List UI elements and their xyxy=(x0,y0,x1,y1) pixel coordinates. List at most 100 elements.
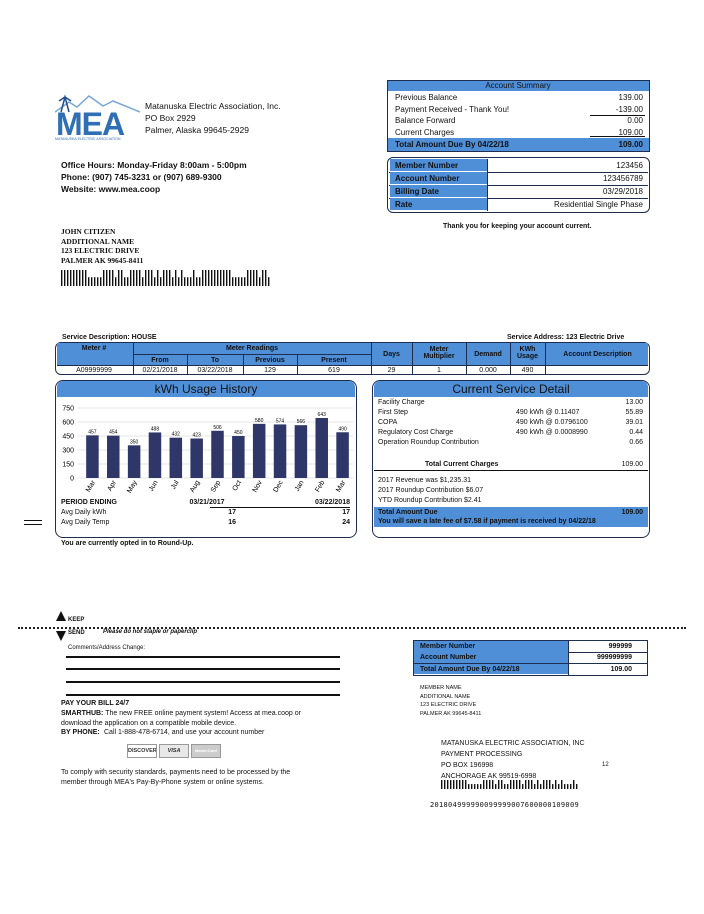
remit-address: PAYMENT PROCESSING xyxy=(441,751,523,758)
remit-address: PO BOX 196998 xyxy=(441,762,494,769)
service-table xyxy=(55,342,650,375)
barcode-bar xyxy=(220,270,222,286)
summary-value: -139.00 xyxy=(615,104,643,114)
barcode-bar xyxy=(262,270,264,286)
barcode-bar xyxy=(127,277,129,286)
bar-label: 580 xyxy=(255,418,264,424)
bar xyxy=(315,417,328,478)
info-value: 03/29/2018 xyxy=(602,186,643,196)
row-rule xyxy=(389,171,648,173)
col-rule xyxy=(568,641,569,675)
barcode-bar xyxy=(483,780,485,789)
barcode-bar xyxy=(190,277,192,286)
office-info: Website: www.mea.coop xyxy=(61,184,161,194)
charge-label: Operation Roundup Contribution xyxy=(378,439,479,446)
barcode-bar xyxy=(564,784,566,789)
note: 2017 Revenue was $1,235.31 xyxy=(378,477,472,484)
col-rule xyxy=(545,343,546,374)
bar xyxy=(336,432,349,478)
barcode-bar xyxy=(232,277,234,286)
summary-value: 139.00 xyxy=(618,93,643,102)
info-value: Residential Single Phase xyxy=(554,199,643,209)
account-summary-box xyxy=(387,80,650,152)
card-logo: MasterCard xyxy=(191,744,221,758)
barcode-bar xyxy=(561,780,563,789)
barcode-bar xyxy=(543,780,545,789)
bar-label: 457 xyxy=(88,429,97,435)
barcode-bar xyxy=(465,780,467,789)
charge-amount: 39.01 xyxy=(625,419,643,426)
barcode-bar xyxy=(456,780,458,789)
compare-value: 24 xyxy=(342,519,350,526)
member-address: PALMER AK 99645-8411 xyxy=(420,710,482,717)
service-cell: 490 xyxy=(521,367,534,374)
barcode-bar xyxy=(570,784,572,789)
summary-label: Current Charges xyxy=(395,127,455,137)
barcode-bar xyxy=(133,270,135,286)
row-rule xyxy=(389,197,648,199)
barcode-bar xyxy=(112,270,114,286)
col-rule xyxy=(187,354,188,374)
compare-value: 17 xyxy=(342,509,350,516)
rule xyxy=(590,136,645,137)
barcode-bar xyxy=(193,270,195,286)
barcode xyxy=(441,780,578,789)
remit-code: 12 xyxy=(602,762,609,768)
barcode-bar xyxy=(525,780,527,789)
barcode-bar xyxy=(103,270,105,286)
barcode-bar xyxy=(73,270,75,286)
barcode-bar xyxy=(546,780,548,789)
barcode-bar xyxy=(202,270,204,286)
x-tick-label: Jul xyxy=(170,479,181,491)
barcode-bar xyxy=(477,784,479,789)
charge-detail: 490 kWh @ 0.0796100 xyxy=(516,419,588,426)
customer-address: PALMER AK 99645-8411 xyxy=(61,255,144,265)
barcode-bar xyxy=(214,270,216,286)
service-description: Service Description: HOUSE xyxy=(62,334,157,341)
bar xyxy=(273,424,287,478)
service-cell: 02/21/2018 xyxy=(142,367,178,374)
remit-address: MATANUSKA ELECTRIC ASSOCIATION, INC xyxy=(441,740,585,747)
info-label-cell xyxy=(390,185,487,197)
write-line xyxy=(66,681,340,683)
barcode-bar xyxy=(486,780,488,789)
barcode-bar xyxy=(115,277,117,286)
barcode-bar xyxy=(250,270,252,286)
barcode-bar xyxy=(549,780,551,789)
period-date: 03/22/2018 xyxy=(314,499,350,506)
bar-label: 423 xyxy=(192,433,201,439)
charge-label: Facility Charge xyxy=(378,399,425,406)
info-label-cell xyxy=(390,198,487,210)
barcode-bar xyxy=(67,270,69,286)
barcode-bar xyxy=(64,270,66,286)
barcode-bar xyxy=(462,780,464,789)
company-name: Matanuska Electric Association, Inc. xyxy=(145,101,281,111)
write-line xyxy=(66,668,340,670)
barcode-bar xyxy=(61,270,63,286)
col-header: Demand xyxy=(474,351,502,358)
summary-label: Payment Received - Thank You! xyxy=(395,104,510,114)
x-tick-label: Nov xyxy=(252,479,265,494)
usage-header xyxy=(57,381,355,397)
barcode-bar xyxy=(480,784,482,789)
col-rule xyxy=(510,343,511,374)
barcode-bar xyxy=(94,277,96,286)
x-tick-label: Aug xyxy=(189,479,201,493)
bar-label: 574 xyxy=(276,418,285,424)
col-rule xyxy=(466,343,467,374)
charge-detail: 490 kWh @ 0.11407 xyxy=(516,409,580,416)
stub-label-cell xyxy=(414,641,568,652)
bar-label: 432 xyxy=(172,432,181,438)
charge-label: First Step xyxy=(378,409,408,416)
col-header: Account Description xyxy=(563,351,632,358)
barcode-bar xyxy=(522,784,524,789)
due-bar xyxy=(374,507,648,527)
barcode-bar xyxy=(528,780,530,789)
cut-line xyxy=(18,627,686,629)
staple-note: Please do not staple or paperclip xyxy=(103,629,198,635)
barcode-bar xyxy=(540,784,542,789)
service-cell: 0.000 xyxy=(479,367,497,374)
barcode-bar xyxy=(513,780,515,789)
barcode-bar xyxy=(184,277,186,286)
charge-amount: 13.00 xyxy=(625,399,643,406)
